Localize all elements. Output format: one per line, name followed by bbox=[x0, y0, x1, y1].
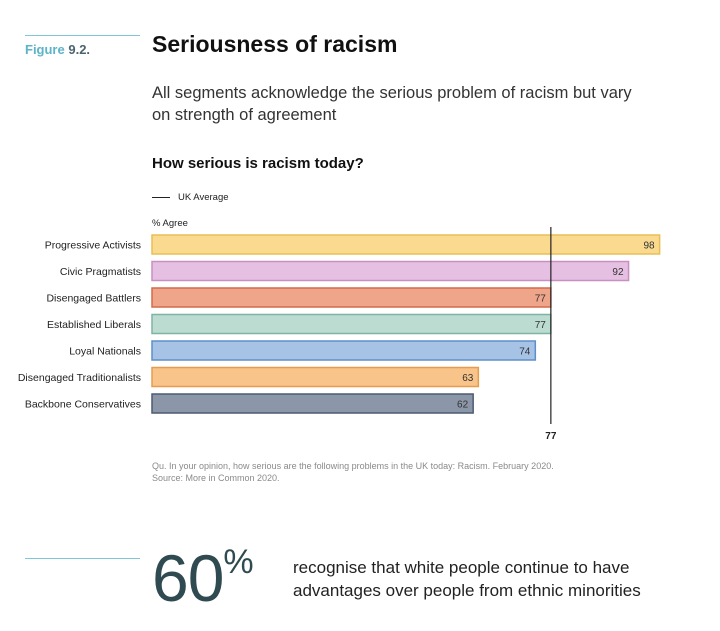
category-label: Civic Pragmatists bbox=[60, 266, 141, 278]
category-label: Backbone Conservatives bbox=[25, 399, 141, 411]
value-label: 77 bbox=[535, 294, 547, 305]
bar bbox=[151, 287, 552, 308]
value-label: 63 bbox=[462, 373, 474, 384]
stat-text: recognise that white people continue to … bbox=[293, 558, 641, 600]
stat-value: 60% bbox=[152, 540, 254, 616]
source-note: Source: More in Common 2020. bbox=[152, 473, 280, 483]
category-label: Established Liberals bbox=[47, 319, 141, 331]
bar bbox=[151, 366, 480, 388]
figure-label-number: 9.2. bbox=[68, 42, 91, 57]
question-note: Qu. In your opinion, how serious are the… bbox=[152, 461, 554, 471]
value-label: 98 bbox=[644, 241, 656, 252]
chart-title: Seriousness of racism bbox=[152, 31, 398, 57]
legend-average-line bbox=[152, 197, 170, 198]
chart-question: How serious is racism today? bbox=[152, 155, 364, 172]
unit-label: % Agree bbox=[152, 218, 188, 229]
figure-label: Figure 9.2. bbox=[25, 42, 90, 57]
legend: UK Average bbox=[152, 192, 229, 203]
bar-chart: Progressive Activists 98 Civic Pragmatists… bbox=[18, 227, 661, 442]
bar bbox=[151, 393, 474, 414]
figure-top-rule bbox=[25, 35, 140, 36]
stat-rule bbox=[25, 558, 140, 559]
value-label: 74 bbox=[519, 347, 531, 358]
value-label: 92 bbox=[612, 267, 624, 278]
category-label: Loyal Nationals bbox=[69, 346, 141, 358]
chart-subtitle: All segments acknowledge the serious pro… bbox=[152, 84, 632, 124]
source-notes: Qu. In your opinion, how serious are the… bbox=[152, 460, 554, 484]
category-label: Disengaged Battlers bbox=[46, 293, 141, 305]
figure-label-prefix: Figure bbox=[25, 42, 65, 57]
bars-group: Progressive Activists 98 Civic Pragmatists… bbox=[18, 227, 661, 442]
stat-percent: % bbox=[223, 543, 253, 581]
stat-number: 60 bbox=[152, 541, 224, 615]
bar bbox=[151, 234, 661, 255]
uk-average-value-label: 77 bbox=[545, 431, 557, 442]
category-label: Disengaged Traditionalists bbox=[18, 372, 141, 384]
bar bbox=[151, 260, 630, 282]
bar bbox=[151, 313, 552, 335]
bar bbox=[151, 340, 537, 361]
legend-average-label: UK Average bbox=[178, 192, 229, 203]
category-label: Progressive Activists bbox=[45, 240, 141, 252]
value-label: 77 bbox=[535, 320, 547, 331]
value-label: 62 bbox=[457, 400, 469, 411]
